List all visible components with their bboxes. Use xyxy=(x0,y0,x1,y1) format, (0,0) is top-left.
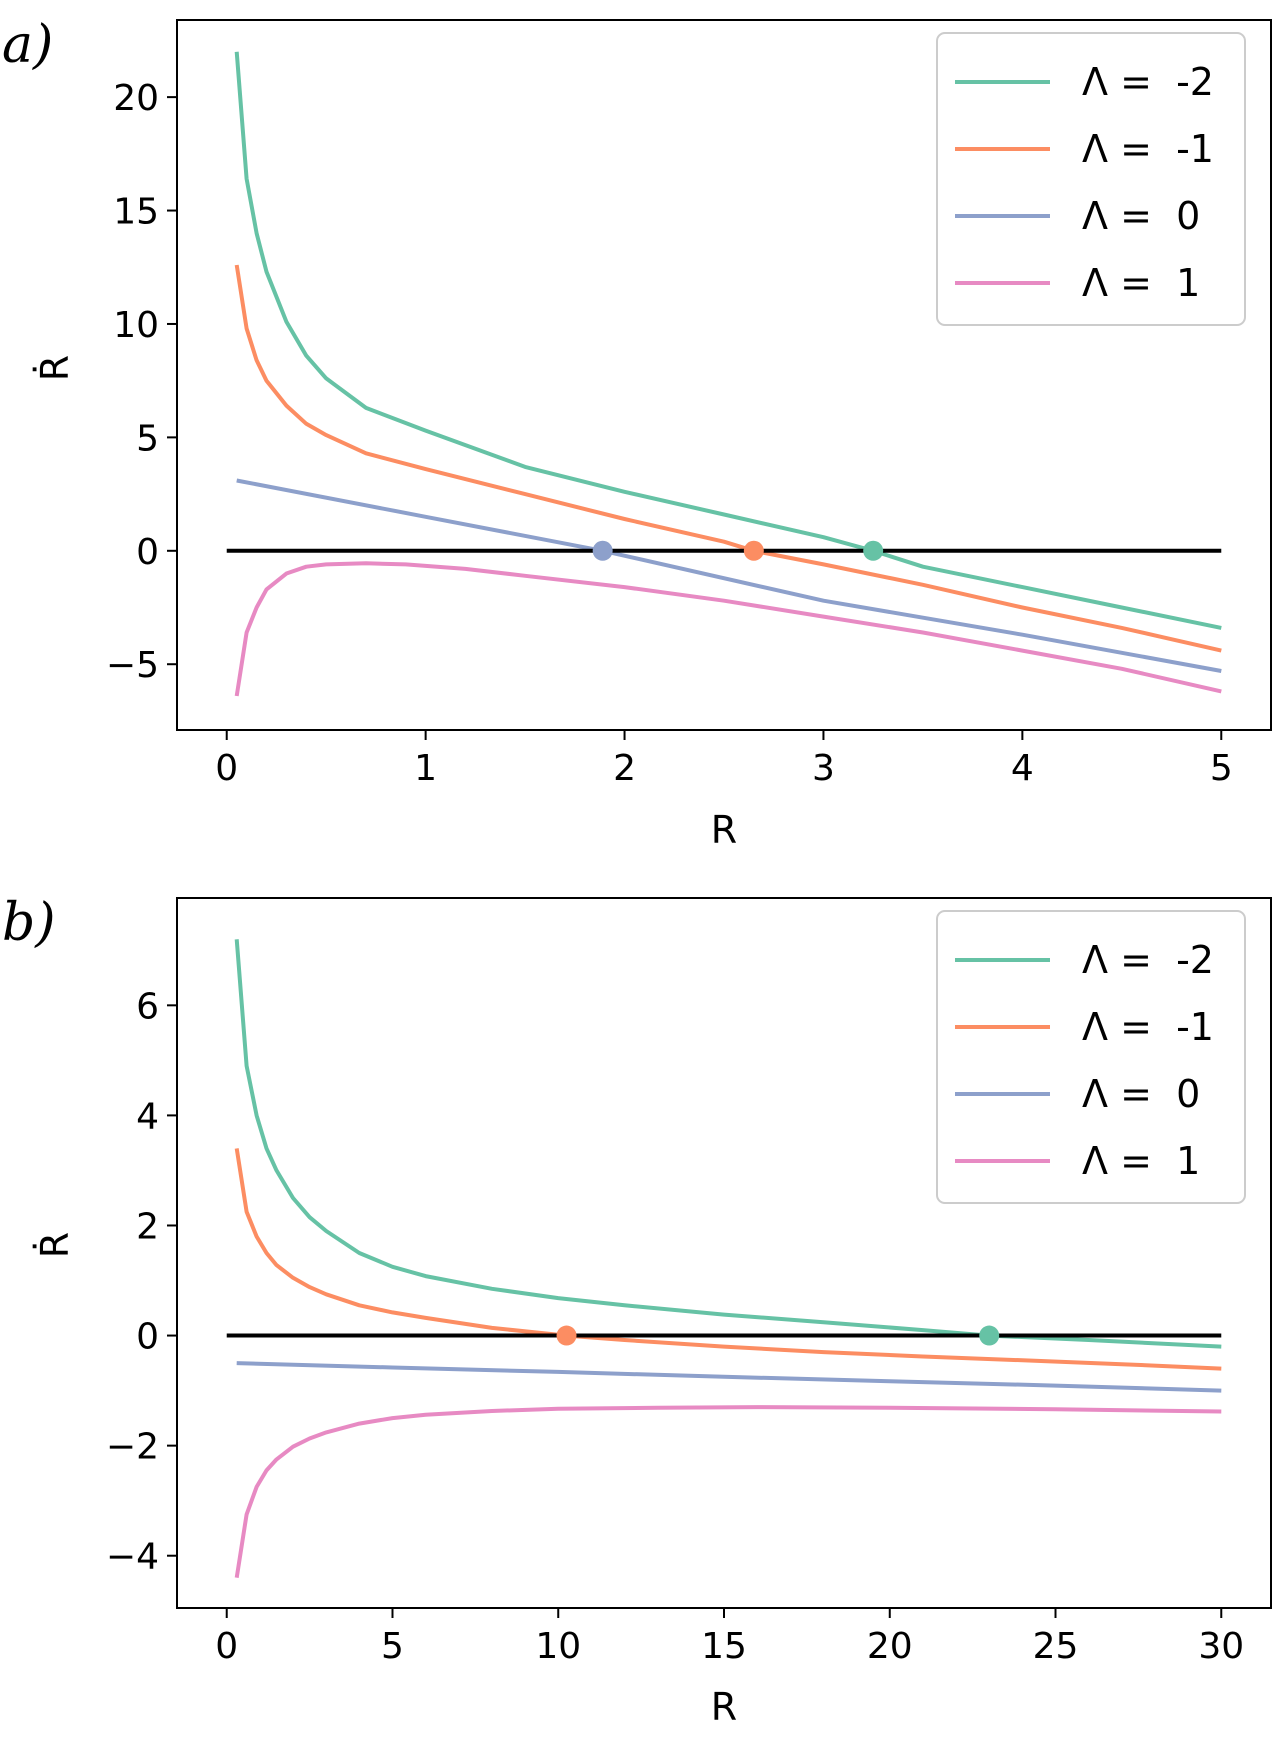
y-tick-label-a-4: 15 xyxy=(113,192,159,233)
legend-label-a-2: Λ = 0 xyxy=(1082,194,1200,238)
plot-frame-a xyxy=(176,19,1272,731)
fixed-point-a-2 xyxy=(863,540,884,561)
fixed-point-b-1 xyxy=(979,1325,1000,1346)
x-tick-label-a-2: 2 xyxy=(613,748,636,789)
series-line-b-1 xyxy=(234,1148,1222,1371)
legend-label-a-0: Λ = -2 xyxy=(1082,60,1214,104)
y-tick-label-b-0: −4 xyxy=(106,1537,159,1578)
x-tick-label-a-3: 3 xyxy=(812,748,835,789)
legend-label-b-3: Λ = 1 xyxy=(1082,1139,1200,1183)
y-tick-label-b-1: −2 xyxy=(106,1427,159,1468)
series-layer-a xyxy=(226,51,1222,697)
y-axis-label-b: Ṙ xyxy=(33,1232,77,1258)
legend-a: Λ = -2 Λ = -1 Λ = 0 Λ = 1 xyxy=(936,32,1246,326)
x-tick-label-b-0: 0 xyxy=(215,1626,238,1667)
x-tick-label-b-4: 20 xyxy=(867,1626,913,1667)
x-tick-label-a-1: 1 xyxy=(414,748,437,789)
y-tick-label-a-5: 20 xyxy=(113,78,159,119)
legend-box-a xyxy=(936,32,1246,326)
series-line-a-3 xyxy=(234,561,1222,697)
fixed-point-b-0 xyxy=(556,1325,577,1346)
series-line-a-0 xyxy=(234,51,1222,630)
series-line-b-0 xyxy=(234,939,1222,1349)
x-axis-label-b: R xyxy=(711,1685,737,1729)
legend-label-a-3: Λ = 1 xyxy=(1082,261,1200,305)
legend-label-b-2: Λ = 0 xyxy=(1082,1072,1200,1116)
panel-a: a) 0 1 2 3 4 5 −5 0 5 10 15 20 R Ṙ Λ = -2 Λ = -1 Λ … xyxy=(2,15,1272,852)
y-tick-label-b-5: 6 xyxy=(136,986,159,1027)
x-tick-label-a-5: 5 xyxy=(1210,748,1233,789)
series-line-b-3 xyxy=(234,1405,1222,1579)
y-tick-label-a-0: −5 xyxy=(106,645,159,686)
series-line-a-2 xyxy=(236,478,1222,673)
x-axis-label-a: R xyxy=(711,808,737,852)
legend-label-b-1: Λ = -1 xyxy=(1082,1005,1214,1049)
x-tick-label-a-0: 0 xyxy=(215,748,238,789)
x-tick-label-b-5: 25 xyxy=(1033,1626,1079,1667)
legend-label-a-1: Λ = -1 xyxy=(1082,127,1214,171)
series-layer-b xyxy=(226,939,1222,1579)
y-tick-label-b-4: 4 xyxy=(136,1096,159,1137)
legend-label-b-0: Λ = -2 xyxy=(1082,938,1214,982)
y-tick-label-a-3: 10 xyxy=(113,305,159,346)
x-tick-label-b-1: 5 xyxy=(381,1626,404,1667)
y-tick-label-a-2: 5 xyxy=(136,418,159,459)
legend-box-b xyxy=(936,910,1246,1204)
ticks-layer-b: 0 5 10 15 20 25 30 −4 −2 0 2 4 6 xyxy=(106,986,1244,1667)
panel-b: b) 0 5 10 15 20 25 30 −4 −2 0 2 4 6 R Ṙ Λ = -2 Λ = -… xyxy=(2,893,1272,1729)
x-tick-label-a-4: 4 xyxy=(1011,748,1034,789)
x-tick-label-b-2: 10 xyxy=(535,1626,581,1667)
y-tick-label-b-2: 0 xyxy=(136,1317,159,1358)
y-tick-label-b-3: 2 xyxy=(136,1206,159,1247)
x-tick-label-b-6: 30 xyxy=(1198,1626,1244,1667)
fixed-point-a-1 xyxy=(743,540,764,561)
series-line-a-1 xyxy=(234,264,1222,653)
y-axis-label-a: Ṙ xyxy=(33,355,77,381)
panel-label-b: b) xyxy=(2,893,56,953)
legend-b: Λ = -2 Λ = -1 Λ = 0 Λ = 1 xyxy=(936,910,1246,1204)
fixed-point-a-0 xyxy=(592,540,613,561)
panel-label-a: a) xyxy=(2,15,53,75)
y-tick-label-a-1: 0 xyxy=(136,532,159,573)
x-tick-label-b-3: 15 xyxy=(701,1626,747,1667)
series-line-b-2 xyxy=(236,1361,1222,1393)
ticks-layer-a: 0 1 2 3 4 5 −5 0 5 10 15 20 xyxy=(106,78,1233,789)
